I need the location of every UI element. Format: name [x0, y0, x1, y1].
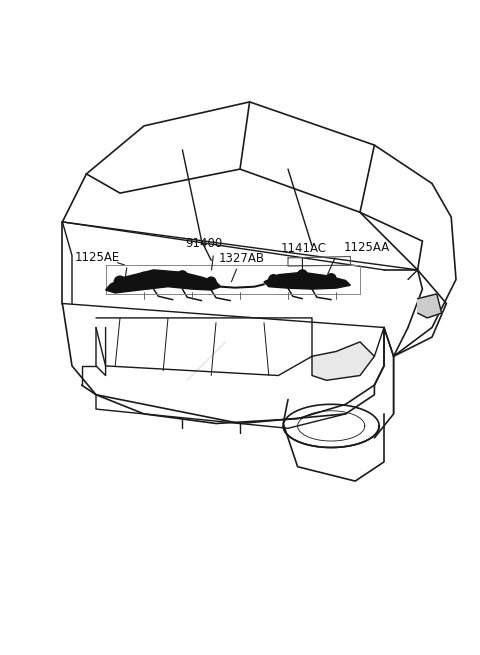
- Circle shape: [269, 274, 278, 284]
- Text: 1125AE: 1125AE: [74, 251, 120, 264]
- Text: 91400: 91400: [185, 236, 223, 250]
- Circle shape: [114, 276, 126, 288]
- Text: 1141AC: 1141AC: [281, 242, 327, 255]
- Polygon shape: [312, 342, 374, 381]
- Circle shape: [206, 277, 216, 287]
- Circle shape: [326, 274, 336, 284]
- Circle shape: [139, 272, 149, 282]
- Circle shape: [298, 270, 307, 280]
- Polygon shape: [264, 272, 350, 289]
- Polygon shape: [418, 294, 442, 318]
- Text: 1327AB: 1327AB: [218, 252, 264, 265]
- Polygon shape: [106, 270, 221, 293]
- Polygon shape: [187, 342, 226, 381]
- Text: 1125AA: 1125AA: [343, 241, 389, 254]
- Circle shape: [178, 271, 187, 280]
